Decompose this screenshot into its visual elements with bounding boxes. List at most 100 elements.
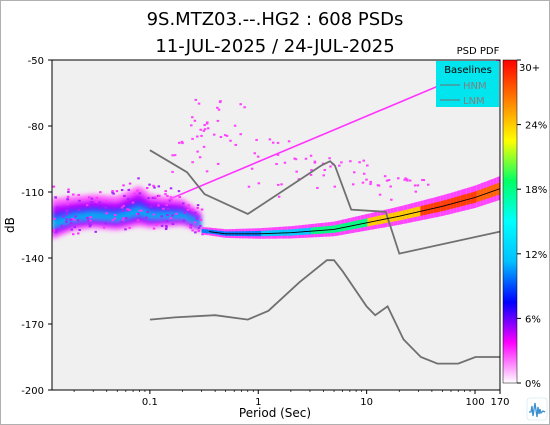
pdf-outlier-cell (294, 158, 298, 161)
pdf-outlier-cell (229, 139, 232, 142)
pdf-outlier-cell (405, 178, 409, 181)
pdf-scatter-cell (65, 218, 68, 221)
pdf-outlier-cell (389, 185, 392, 188)
pdf-scatter-cell (157, 185, 161, 188)
legend-title: Baselines (444, 65, 492, 76)
pdf-outlier-cell (408, 179, 412, 182)
pdf-scatter-cell (171, 223, 175, 226)
pdf-scatter-cell (152, 227, 156, 230)
pdf-scatter-cell (181, 202, 185, 205)
pdf-outlier-cell (421, 178, 424, 181)
pdf-outlier-cell (219, 135, 223, 138)
pdf-scatter-cell (128, 226, 131, 229)
pdf-scatter-cell (74, 215, 77, 218)
pdf-scatter-cell (70, 228, 73, 231)
pdf-scatter-cell (166, 214, 169, 217)
pdf-outlier-cell (223, 134, 227, 137)
pdf-scatter-cell (189, 224, 193, 227)
pdf-ridge-core (201, 229, 205, 233)
pdf-outlier-cell (383, 175, 387, 178)
pdf-scatter-cell (128, 182, 132, 185)
pdf-scatter-cell (112, 192, 115, 195)
series-hnm-line (149, 149, 500, 255)
pdf-outlier-cell (338, 164, 341, 167)
pdf-scatter-cell (122, 204, 126, 207)
pdf-outlier-cell (366, 164, 369, 167)
chart-title: 9S.MTZ03.--.HG2 : 608 PSDs (147, 9, 404, 30)
pdf-outlier-cell (213, 133, 216, 136)
pdf-scatter-cell (195, 217, 199, 220)
legend-entry-hnm: HNM (463, 81, 487, 92)
series-mode-line (208, 188, 500, 235)
pdf-outlier-cell (196, 135, 199, 138)
pdf-scatter-cell (77, 208, 81, 211)
pdf-scatter-cell (126, 208, 129, 211)
pdf-scatter-cell (186, 208, 190, 211)
x-tick-label: 0.1 (142, 397, 158, 408)
pdf-scatter-cell (89, 223, 92, 226)
pdf-scatter-cell (126, 197, 130, 200)
legend: Baselines HNM LNM (436, 61, 499, 107)
colorbar-tick-label: 6% (525, 314, 541, 325)
pdf-outlier-cell (271, 141, 275, 144)
y-tick-label: -170 (21, 320, 44, 331)
pdf-scatter-cell (124, 228, 127, 231)
pdf-scatter-cell (177, 190, 181, 193)
pdf-scatter-cell (128, 209, 131, 212)
pdf-ridge (201, 176, 500, 239)
pdf-outlier-cell (193, 119, 197, 122)
pdf-outlier-cell (171, 154, 174, 157)
pdf-outlier-cell (309, 154, 313, 157)
pdf-outlier-cell (256, 155, 260, 158)
plot-border (51, 59, 501, 391)
pdf-outlier-cell (351, 183, 355, 186)
y-tick-label: -110 (21, 188, 44, 199)
pdf-outlier-cell (287, 140, 291, 143)
pdf-scatter-cell (166, 195, 169, 198)
pdf-scatter-cell (193, 211, 197, 214)
pdf-scatter-cell (98, 201, 101, 204)
pdf-scatter-cell (86, 216, 89, 219)
pdf-core-band (52, 208, 202, 228)
pdf-scatter-cell (127, 188, 131, 191)
pdf-outlier-cell (352, 171, 356, 174)
pdf-scatter-cell (105, 212, 108, 215)
pdf-outlier-cell (171, 170, 174, 173)
pdf-scatter-cell (183, 211, 186, 214)
pdf-outlier-cell (197, 102, 201, 105)
pdf-scatter-cell (196, 204, 200, 207)
pdf-outlier-cell (202, 129, 206, 132)
pdf-scatter-cell (73, 226, 77, 229)
pdf-scatter-cell (65, 213, 69, 216)
pdf-outlier-cell (310, 169, 313, 172)
pdf-scatter-cell (111, 219, 115, 222)
pdf-outlier-cell (426, 183, 430, 186)
pdf-scatter-cell (99, 191, 102, 194)
pdf-scatter-cell (85, 204, 89, 207)
pdf-scatter-cell (67, 190, 70, 193)
pdf-scatter-cell (153, 196, 157, 199)
pdf-outlier-cell (387, 179, 391, 182)
pdf-scatter-cell (175, 212, 178, 215)
pdf-scatter-cell (89, 219, 92, 222)
pdf-scatter-cell (52, 229, 56, 232)
pdf-outlier-cell (243, 106, 246, 109)
pdf-scatter-cell (126, 209, 129, 212)
pdf-scatter-cell (120, 189, 124, 192)
pdf-scatter-cell (87, 219, 90, 222)
pdf-scatter-cell (151, 196, 155, 199)
pdf-outlier-cell (361, 181, 365, 184)
pdf-outlier-cell (194, 98, 198, 101)
pdf-outlier-cell (377, 184, 381, 187)
pdf-scatter-cell (178, 196, 181, 199)
pdf-outlier-cell (199, 128, 202, 131)
pdf-scatter-cell (169, 198, 173, 201)
pdf-outlier-cell (365, 178, 368, 181)
pdf-outlier-cell (196, 150, 199, 153)
pdf-outlier-cell (239, 133, 242, 136)
x-axis-label: Period (Sec) (239, 406, 311, 420)
pdf-outlier-cell (216, 106, 219, 109)
colorbar (502, 59, 518, 384)
pdf-scatter-cell (169, 217, 173, 220)
